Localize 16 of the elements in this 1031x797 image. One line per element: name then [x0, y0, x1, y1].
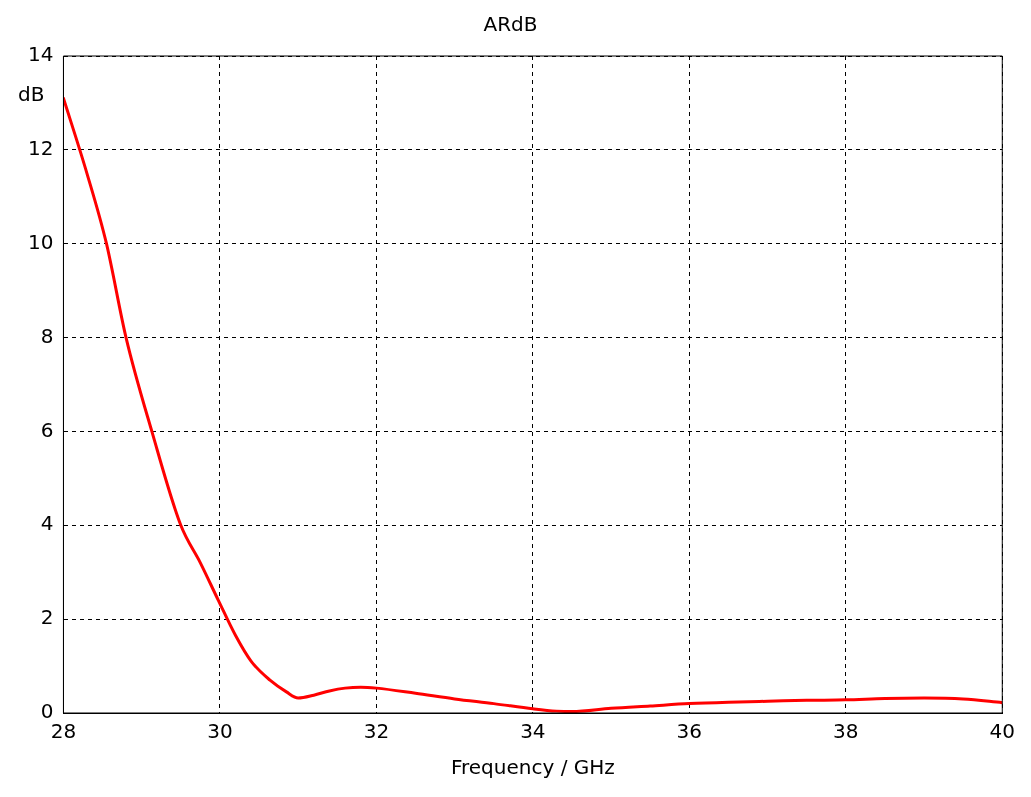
x-tick-label: 40 — [989, 719, 1015, 744]
y-tick-label: 12 — [28, 136, 54, 161]
x-tick-label: 38 — [833, 719, 859, 744]
x-tick-label: 32 — [363, 719, 390, 744]
y-tick-label: 8 — [40, 323, 54, 348]
x-tick-label: 36 — [676, 719, 703, 744]
y-tick-label: 14 — [28, 42, 54, 67]
y-tick-label: 4 — [40, 511, 54, 536]
y-tick-label: 2 — [40, 605, 54, 630]
chart-title: ARdB — [483, 12, 538, 37]
x-axis-title: Frequency / GHz — [450, 755, 615, 780]
y-axis-title: dB — [18, 82, 45, 107]
y-tick-label: 6 — [40, 417, 54, 442]
x-tick-label: 34 — [520, 719, 546, 744]
x-tick-label: 30 — [207, 719, 233, 744]
y-tick-label: 10 — [28, 229, 54, 254]
